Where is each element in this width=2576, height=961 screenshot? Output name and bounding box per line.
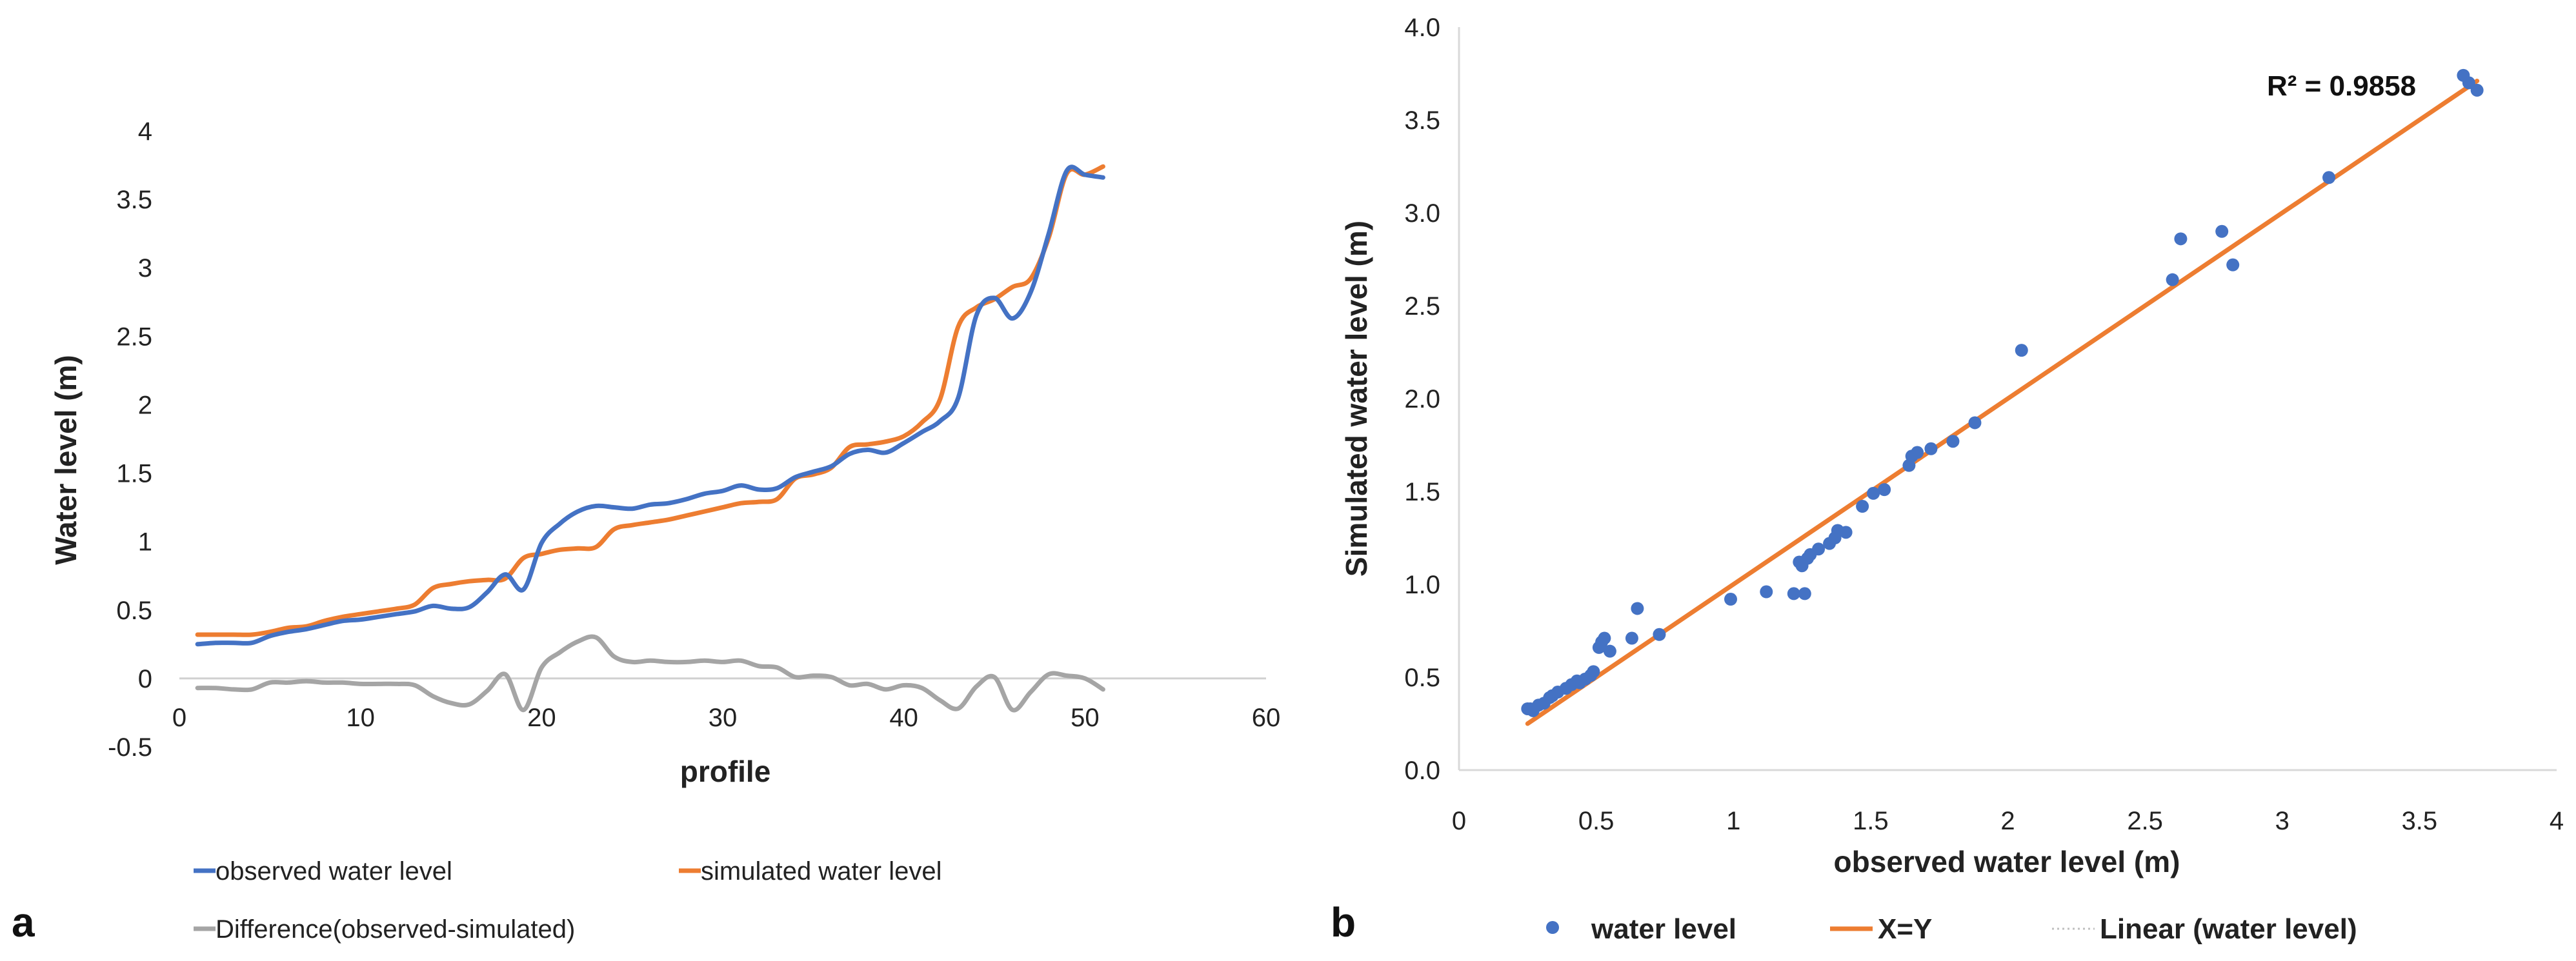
panel-b-scatter-point: [1631, 602, 1644, 615]
panel-b-x-tick-label: 2: [2000, 807, 2015, 835]
panel-b-scatter-point: [1911, 446, 1924, 459]
panel-a-y-axis-title: Water level (m): [49, 355, 83, 565]
panel-b-x-tick-label: 3: [2275, 807, 2289, 835]
panel-b-scatter-point: [1587, 665, 1600, 679]
panel-b-scatter-point: [1968, 416, 1982, 430]
panel-b-chart: 0.0 0.5 1.0 1.5 2.0 2.5 3.0 3.5 4.0 0 0.5 1 1.5 2 2.5 3…: [1331, 14, 2564, 946]
panel-a-x-tick-label: 10: [346, 704, 375, 732]
panel-b-scatter-point: [2015, 344, 2028, 357]
panel-b-y-tick-label: 3.5: [1404, 106, 1440, 135]
panel-b-scatter-point: [1724, 593, 1737, 606]
panel-a-y-tick-label: 1.5: [116, 460, 152, 488]
panel-a-x-tick-label: 60: [1252, 704, 1281, 732]
panel-a-line-observed-water-level: [195, 164, 1105, 647]
panel-b-scatter-point: [1653, 628, 1666, 641]
panel-b-xy-reference-line: [1525, 79, 2480, 726]
panel-a-label: a: [12, 899, 35, 946]
panel-b-scatter-point: [1946, 435, 1960, 448]
panel-b-y-tick-label: 4.0: [1404, 14, 1440, 42]
panel-b-scatter-point: [1598, 631, 1611, 645]
r-squared-annotation: R² = 0.9858: [2267, 70, 2416, 102]
panel-a-legend-label-difference-observed-simulated: Difference(observed-simulated): [216, 915, 575, 944]
panel-b-series: [1521, 68, 2484, 726]
panel-a-y-tick-label: 3.5: [116, 186, 152, 214]
panel-a-legend-label-simulated-water-level: simulated water level: [701, 857, 942, 886]
panel-a-chart: -0.500.511.522.533.540 10 20 30 40 50 60 profi…: [12, 117, 1280, 946]
panel-b-scatter-point: [1878, 483, 1891, 497]
panel-b-y-tick-label: 1.5: [1404, 478, 1440, 506]
panel-b-scatter-point: [1798, 587, 1811, 600]
panel-b-scatter-point: [2166, 273, 2179, 286]
panel-b-legend-swatch-water-level: [1546, 921, 1559, 934]
panel-b-scatter-point: [1812, 542, 1826, 556]
panel-a-x-tick-label: 0: [172, 704, 186, 732]
panel-b-scatter-point: [2470, 83, 2484, 97]
panel-b-scatter-point: [2215, 224, 2229, 238]
panel-a-x-tick-label: 20: [527, 704, 556, 732]
panel-b-scatter-point: [2226, 258, 2240, 272]
panel-a-x-tick-label: 40: [889, 704, 918, 732]
panel-a-y-tick-label: 3: [138, 254, 152, 282]
panel-a-y-tick-label: 2.5: [116, 322, 152, 351]
panel-b-legend-label-x-y: X=Y: [1878, 913, 1932, 945]
panel-a-x-axis-title: profile: [680, 755, 771, 788]
panel-b-scatter-point: [1839, 526, 1853, 539]
panel-b-y-tick-label: 1.0: [1404, 571, 1440, 599]
panel-b-y-tick-label: 0.0: [1404, 757, 1440, 785]
panel-b-axes: 0.0 0.5 1.0 1.5 2.0 2.5 3.0 3.5 4.0 0 0.5 1 1.5 2 2.5 3…: [1404, 14, 2564, 835]
panel-b-legend-label-water-level: water level: [1591, 913, 1736, 945]
panel-a-x-tick-label: 50: [1071, 704, 1100, 732]
panel-b-scatter-point: [1924, 442, 1938, 455]
panel-a-y-tick-label: -0.5: [108, 733, 152, 762]
panel-a-legend-label-observed-water-level: observed water level: [216, 857, 452, 886]
panel-a-legend: observed water level simulated water leve…: [194, 857, 942, 944]
panel-b-scatter-point: [2174, 232, 2188, 246]
panel-b-x-tick-label: 4: [2550, 807, 2564, 835]
panel-b-scatter-point: [2462, 76, 2475, 90]
panel-b-y-tick-label: 0.5: [1404, 664, 1440, 692]
panel-b-x-tick-label: 1: [1726, 807, 1740, 835]
panel-b-x-tick-label: 0.5: [1578, 807, 1615, 835]
panel-b-legend-label-linear-trendline: Linear (water level): [2100, 913, 2357, 945]
panel-a-line-difference-observed-simulated: [195, 634, 1105, 713]
panel-b-x-axis-title: observed water level (m): [1834, 845, 2180, 878]
panel-a-y-tick-label: 1: [138, 528, 152, 557]
panel-a-x-tick-label: 30: [709, 704, 738, 732]
panel-b-scatter-point: [1603, 644, 1616, 658]
panel-a-line-simulated-water-level: [195, 164, 1105, 637]
panel-b-x-tick-label: 0: [1452, 807, 1466, 835]
panel-b-scatter-point: [1625, 631, 1638, 645]
panel-b-y-tick-label: 2.5: [1404, 292, 1440, 321]
panel-b-y-tick-label: 2.0: [1404, 385, 1440, 413]
panel-a-y-tick-label: 0: [138, 665, 152, 693]
panel-b-scatter-point: [1867, 486, 1880, 500]
panel-b-y-tick-label: 3.0: [1404, 199, 1440, 228]
panel-b-scatter-point: [1760, 585, 1773, 599]
panel-a-y-tick-label: 0.5: [116, 597, 152, 625]
panel-b-scatter-point: [1787, 587, 1800, 600]
panel-b-y-axis-title: Simulated water level (m): [1340, 221, 1373, 577]
panel-b-legend: water level X=Y Linear (water level): [1546, 913, 2357, 945]
panel-a-axes: -0.500.511.522.533.540 10 20 30 40 50 60: [108, 117, 1280, 762]
panel-b-scatter-point: [1856, 500, 1869, 513]
panel-a-y-tick-label: 4: [138, 117, 152, 146]
panel-b-label: b: [1331, 899, 1356, 946]
panel-b-scatter-point: [2322, 171, 2336, 184]
panel-a-y-tick-label: 2: [138, 391, 152, 419]
panel-b-x-tick-label: 2.5: [2127, 807, 2163, 835]
panel-b-x-tick-label: 3.5: [2402, 807, 2438, 835]
panel-b-x-tick-label: 1.5: [1853, 807, 1889, 835]
panel-a-series: [195, 164, 1105, 713]
